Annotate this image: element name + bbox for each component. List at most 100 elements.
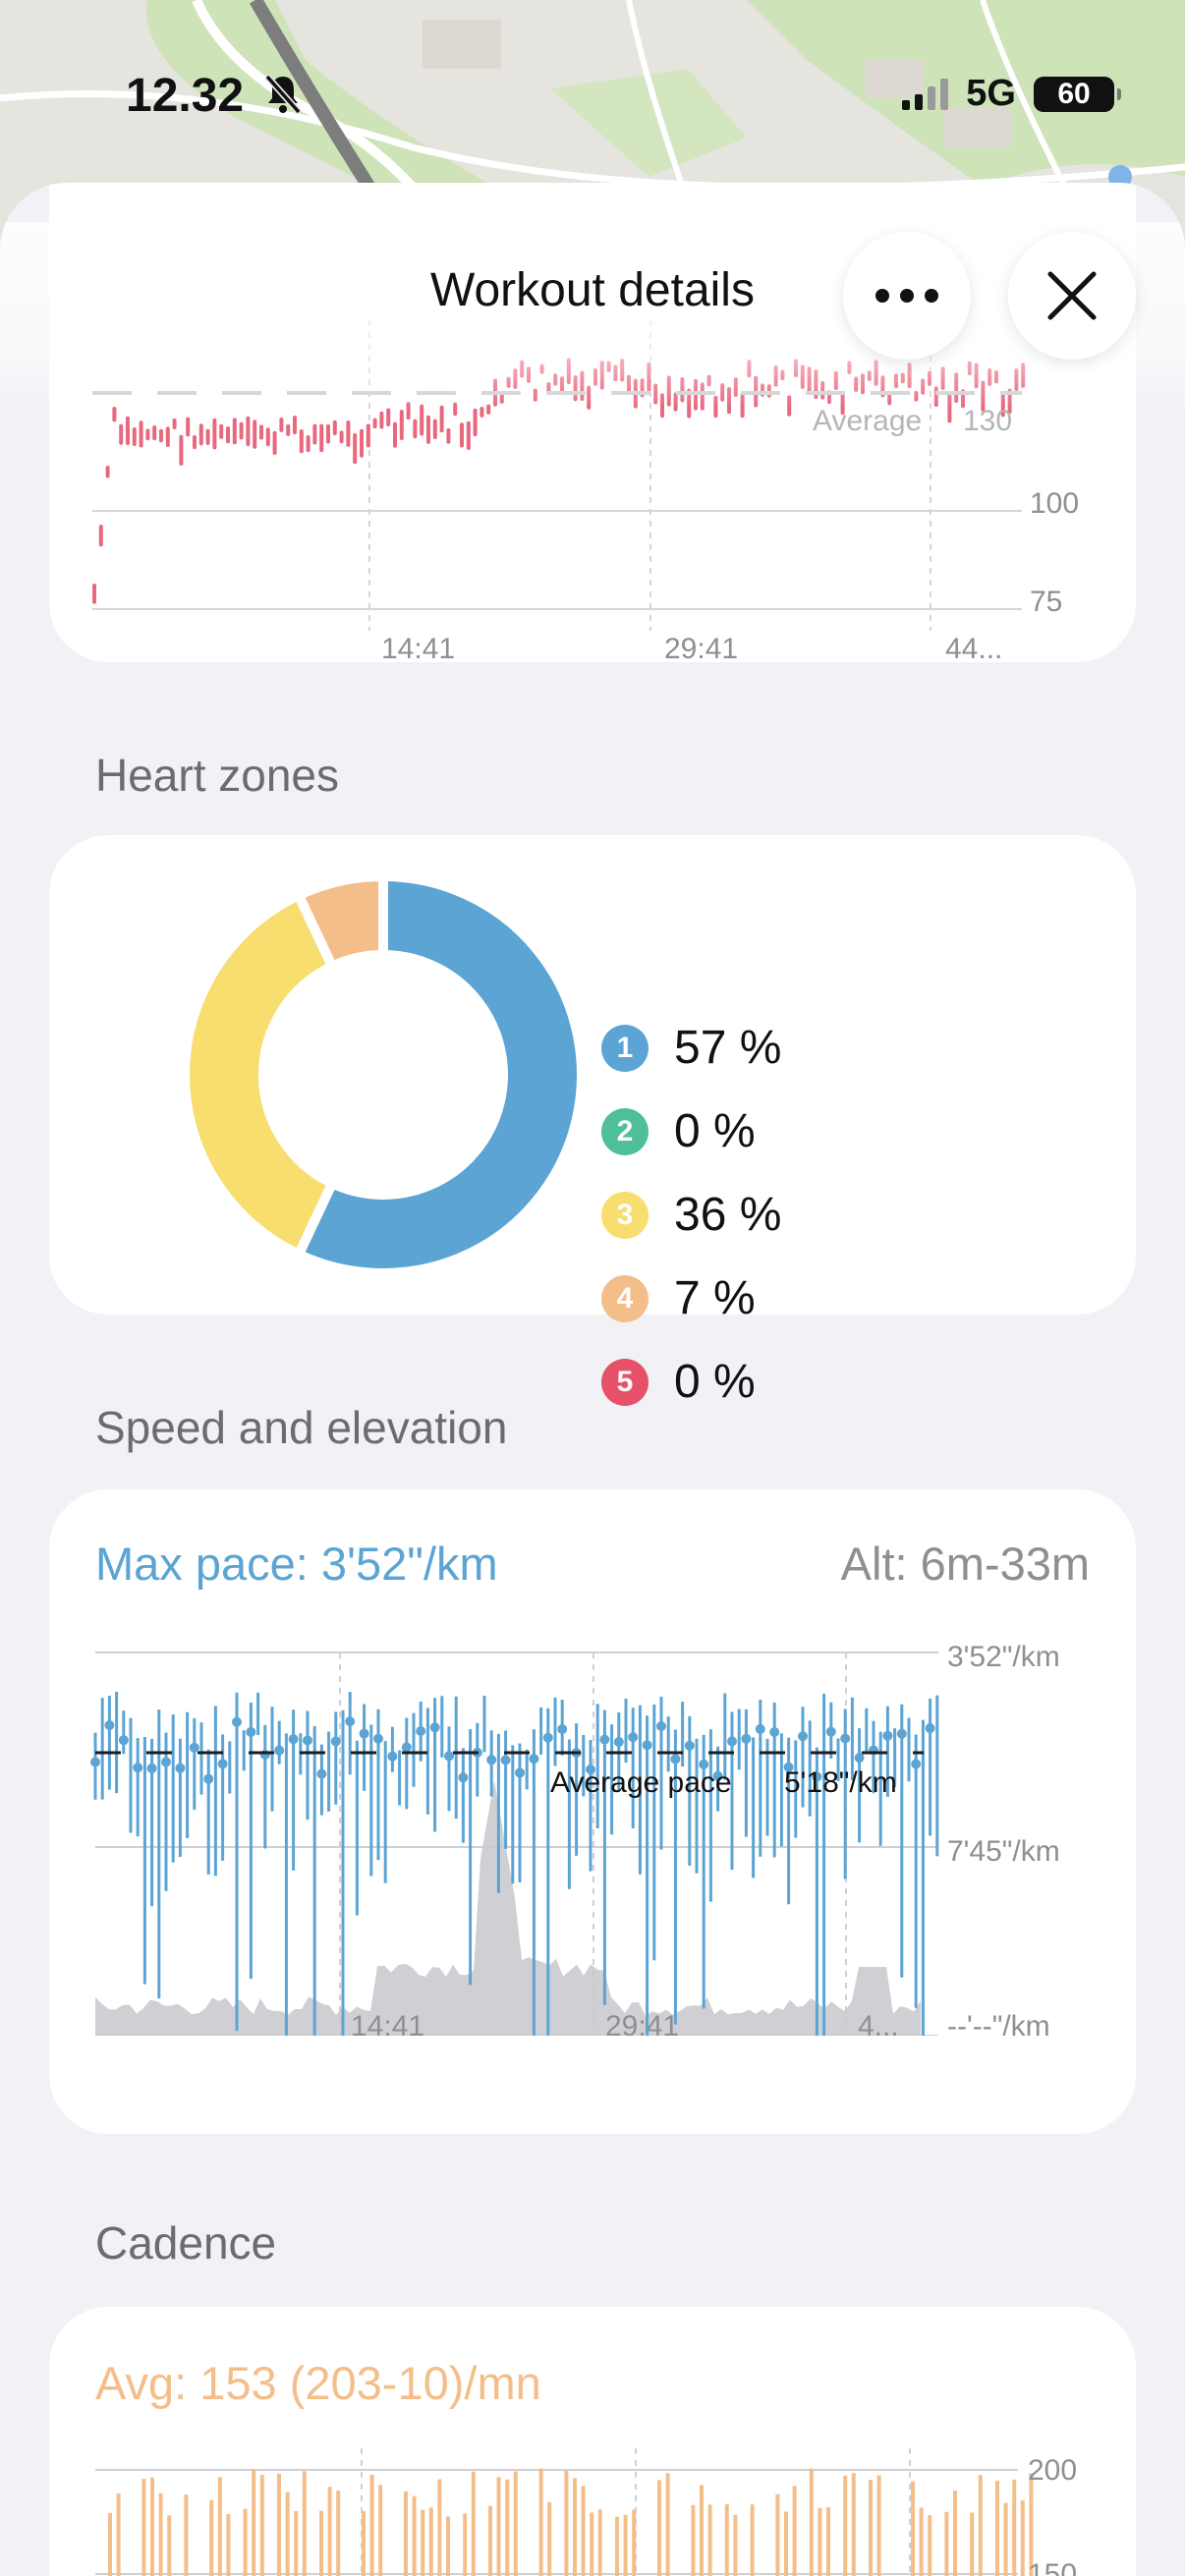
cadence-bar	[809, 2468, 814, 2576]
battery-indicator: 60	[1034, 76, 1121, 112]
cadence-bar	[700, 2485, 704, 2576]
heart-zones-card	[49, 835, 1136, 1315]
speed-x-tick: 29:41	[605, 2010, 679, 2036]
more-icon	[875, 289, 938, 303]
pace-point	[217, 1759, 228, 1769]
cadence-bar	[826, 2507, 830, 2576]
pace-point	[586, 1764, 595, 1774]
pace-point	[246, 1726, 256, 1737]
cadence-bar	[252, 2469, 256, 2576]
cadence-bar	[421, 2509, 425, 2576]
cadence-bar	[851, 2473, 856, 2576]
cadence-bar	[209, 2499, 214, 2576]
cadence-bar	[277, 2473, 281, 2576]
pace-point	[90, 1757, 100, 1767]
pace-point	[515, 1767, 525, 1778]
close-button[interactable]	[1008, 232, 1136, 360]
cadence-bar	[944, 2511, 949, 2576]
cadence-bar	[412, 2495, 417, 2576]
heart-zones-title: Heart zones	[95, 750, 340, 801]
close-icon	[1047, 271, 1097, 320]
pace-point	[303, 1735, 312, 1746]
pace-average-label: Average pace	[550, 1766, 732, 1799]
cadence-bar	[437, 2479, 442, 2576]
pace-point	[288, 1734, 299, 1745]
cadence-bar	[259, 2474, 264, 2576]
workout-details-sheet: Average 130 100 75 14:41 29:41 44... Wor…	[0, 183, 1185, 2576]
speed-y-tick: 7'45"/km	[947, 1835, 1060, 1868]
pace-point	[613, 1737, 624, 1748]
more-button[interactable]	[843, 232, 971, 360]
cadence-bar	[623, 2514, 628, 2576]
cadence-bar	[488, 2505, 492, 2576]
cadence-bar	[428, 2507, 433, 2576]
pace-point	[825, 1726, 836, 1737]
cadence-bar	[597, 2509, 602, 2576]
cadence-bar	[108, 2512, 112, 2576]
pace-point	[812, 1771, 822, 1782]
altitude-label: Alt: 6m-33m	[840, 1538, 1090, 1590]
pace-point	[741, 1733, 752, 1744]
cadence-bar	[724, 2503, 729, 2576]
cadence-bar	[463, 2513, 468, 2576]
cadence-bar	[691, 2504, 696, 2576]
cadence-bar	[590, 2512, 594, 2576]
cadence-bar	[226, 2513, 231, 2576]
zone-badge: 2	[601, 1107, 649, 1155]
cadence-bar	[319, 2510, 323, 2576]
cadence-bar	[150, 2477, 154, 2576]
pace-point	[429, 1722, 440, 1733]
legend-item: 5 0 %	[601, 1340, 781, 1424]
pace-point	[529, 1754, 539, 1764]
speed-x-tick: 4...	[858, 2010, 899, 2036]
cadence-avg-label: Avg: 153 (203-10)/mn	[95, 2357, 541, 2409]
zone-percent: 36 %	[674, 1189, 782, 1241]
donut-slice	[292, 870, 587, 1278]
donut-slice	[292, 870, 388, 974]
pace-point	[416, 1725, 426, 1736]
cadence-bar	[184, 2494, 189, 2576]
cadence-bar	[733, 2514, 738, 2576]
cadence-bar	[928, 2515, 932, 2576]
pace-point	[458, 1772, 469, 1783]
cadence-bar	[327, 2487, 332, 2576]
pace-point	[330, 1736, 341, 1747]
donut-slice	[180, 888, 339, 1261]
pace-point	[146, 1763, 157, 1773]
cadence-bar	[217, 2477, 222, 2576]
cadence-bar	[116, 2493, 121, 2576]
pace-point	[486, 1755, 497, 1765]
cadence-bar	[573, 2478, 577, 2576]
cadence-bar	[141, 2479, 146, 2576]
pace-point	[882, 1730, 893, 1741]
pace-point	[232, 1716, 242, 1727]
status-right: 5G 60	[902, 73, 1121, 115]
zone-percent: 7 %	[674, 1272, 756, 1324]
cadence-bar	[538, 2468, 543, 2576]
speed-y-tick: --'--"/km	[947, 2010, 1050, 2036]
cadence-bar	[869, 2480, 873, 2576]
cadence-bar	[978, 2475, 983, 2576]
pace-point	[783, 1762, 794, 1772]
pace-point	[896, 1728, 907, 1739]
cadence-bar	[1020, 2500, 1025, 2576]
cadence-bar	[496, 2477, 501, 2576]
pace-point	[444, 1751, 454, 1762]
page-title: Workout details	[430, 264, 755, 316]
cadence-bar	[446, 2516, 450, 2576]
hr-y-tick: 75	[1030, 586, 1062, 618]
pace-point	[104, 1720, 115, 1731]
pace-point	[133, 1763, 143, 1773]
pace-point	[684, 1740, 695, 1751]
elevation-area	[95, 1780, 921, 2036]
cadence-bar	[792, 2486, 797, 2576]
pace-point	[345, 1716, 356, 1727]
signal-icon	[902, 78, 949, 110]
cadence-bar	[243, 2508, 248, 2576]
cadence-bar	[750, 2504, 755, 2576]
hr-y-tick: 100	[1030, 487, 1079, 520]
pace-point	[854, 1753, 865, 1764]
pace-point	[755, 1724, 765, 1735]
cadence-bar	[505, 2479, 510, 2576]
hr-x-tick: 44...	[945, 633, 1002, 662]
